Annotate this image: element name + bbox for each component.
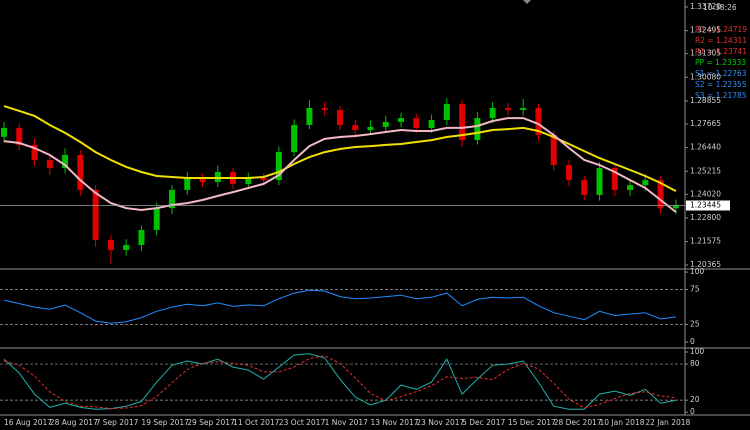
candle-body	[16, 127, 23, 145]
y-tick-label: 1.30080	[690, 72, 721, 81]
candle-body	[138, 229, 145, 246]
pivot-label: R1 = 1.23741	[695, 47, 747, 56]
candle-body	[62, 154, 69, 169]
candle-body	[275, 152, 282, 181]
candle-body	[504, 108, 511, 110]
candle-body	[428, 119, 435, 128]
candle-body	[31, 144, 38, 160]
y-tick-label: 20	[690, 395, 700, 404]
candle-body	[474, 118, 481, 141]
current-price-box	[686, 200, 730, 211]
x-tick-label: 19 Sep 2017	[141, 418, 189, 427]
x-tick-label: 7 Sep 2017	[96, 418, 139, 427]
candle-body	[672, 205, 679, 209]
y-tick-label: 0	[690, 337, 695, 346]
y-tick-label: 1.27665	[690, 119, 721, 128]
candle-body	[153, 208, 160, 230]
y-tick-label: 100	[690, 267, 705, 276]
y-tick-label: 1.22800	[690, 213, 721, 222]
pivot-label: S2 = 1.22355	[695, 80, 747, 89]
indicator-line	[3, 353, 676, 410]
candle-body	[168, 189, 175, 209]
x-tick-label: 29 Sep 2017	[187, 418, 235, 427]
candle-body	[642, 180, 649, 186]
x-tick-label: 11 Oct 2017	[233, 418, 280, 427]
y-tick-label: 1.28855	[690, 96, 721, 105]
candle-body	[565, 165, 572, 181]
candle-body	[46, 159, 53, 169]
pivot-label: S1 = 1.22763	[695, 69, 747, 78]
candle-body	[520, 108, 527, 110]
shift-marker	[523, 0, 531, 4]
candle-body	[107, 239, 114, 251]
candle-body	[398, 118, 405, 122]
pivot-label: R3 = 1.24719	[695, 25, 747, 34]
x-tick-label: 28 Dec 2017	[554, 418, 602, 427]
x-tick-label: 1 Nov 2017	[325, 418, 368, 427]
x-tick-label: 16 Aug 2017	[4, 418, 52, 427]
candle-body	[336, 109, 343, 126]
candle-body	[443, 103, 450, 120]
indicator-line	[3, 117, 677, 213]
candle-body	[260, 177, 267, 181]
candle-body	[413, 118, 420, 128]
y-tick-label: 80	[690, 359, 700, 368]
y-tick-label: 1.24020	[690, 189, 721, 198]
candle-body	[1, 127, 7, 137]
candle-body	[657, 180, 664, 209]
candle-body	[199, 177, 206, 183]
candle-body	[321, 108, 328, 110]
pivot-label: S3 = 1.21785	[695, 91, 747, 100]
candle-body	[291, 125, 298, 153]
indicator-line	[3, 289, 676, 324]
pivot-label: PP = 1.23333	[695, 58, 746, 67]
candle-body	[535, 108, 542, 136]
x-tick-label: 23 Nov 2017	[416, 418, 464, 427]
y-tick-label: 75	[690, 285, 700, 294]
indicator-line	[3, 105, 677, 192]
candle-body	[382, 121, 389, 127]
y-tick-label: 1.32495	[690, 26, 721, 35]
candle-body	[489, 108, 496, 119]
candle-body	[459, 103, 466, 141]
candle-body	[367, 126, 374, 131]
current-price-label: 1.23445	[690, 200, 721, 209]
y-tick-label: 1.21575	[690, 237, 721, 246]
candle-body	[596, 168, 603, 195]
pivot-label: R2 = 1.24311	[695, 36, 747, 45]
candle-body	[184, 177, 191, 190]
x-tick-label: 15 Dec 2017	[508, 418, 556, 427]
candle-body	[123, 245, 130, 251]
x-tick-label: 13 Nov 2017	[370, 418, 418, 427]
y-tick-label: 100	[690, 347, 705, 356]
candle-body	[245, 177, 252, 184]
x-tick-label: 5 Dec 2017	[462, 418, 505, 427]
candle-body	[550, 135, 557, 166]
candle-body	[306, 108, 313, 126]
candle-body	[214, 171, 221, 183]
x-tick-label: 23 Oct 2017	[279, 418, 326, 427]
y-tick-label: 1.25215	[690, 166, 721, 175]
candle-body	[611, 168, 618, 190]
candle-body	[627, 185, 634, 190]
y-tick-label: 1.31305	[690, 49, 721, 58]
y-tick-label: 1.26440	[690, 143, 721, 152]
x-tick-label: 22 Jan 2018	[645, 418, 690, 427]
candle-body	[352, 125, 359, 131]
candle-body	[77, 154, 84, 190]
x-tick-label: 28 Aug 2017	[50, 418, 98, 427]
y-tick-label: 1.20365	[690, 260, 721, 269]
y-tick-label: 0	[690, 407, 695, 416]
candle-body	[92, 189, 99, 240]
candle-body	[581, 180, 588, 195]
y-tick-label: 1.33720	[690, 2, 721, 11]
clock: 10:38:26	[703, 3, 737, 12]
y-tick-label: 25	[690, 320, 700, 329]
indicator-line	[3, 355, 676, 410]
x-tick-label: 10 Jan 2018	[600, 418, 645, 427]
